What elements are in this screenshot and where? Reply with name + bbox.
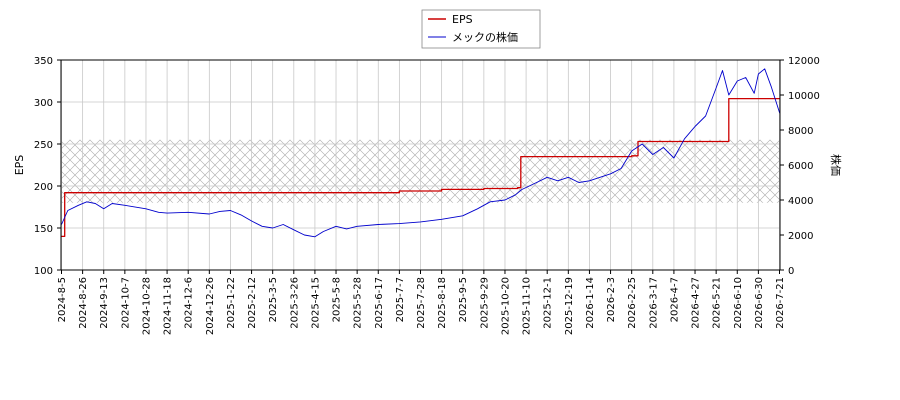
legend-label-eps: EPS [452,13,473,26]
right-tick-label: 2000 [788,231,813,242]
legend: EPS メックの株価 [421,9,541,49]
x-tick-label: 2026-3-17 [648,277,659,329]
right-tick-label: 6000 [788,161,813,172]
left-axis-title: EPS [13,155,26,176]
right-tick-label: 8000 [788,126,813,137]
x-tick-label: 2025-9-5 [458,277,469,322]
x-tick-label: 2026-6-10 [733,277,744,329]
x-tick-label: 2024-8-5 [57,277,68,322]
x-tick-label: 2026-4-27 [691,277,702,329]
x-tick-label: 2024-11-18 [163,277,174,335]
series-layer [61,68,780,238]
series-line-eps [61,97,780,238]
left-tick-label: 350 [34,56,53,67]
x-tick-label: 2025-9-29 [479,277,490,329]
x-tick-label: 2024-10-7 [120,277,131,329]
right-tick-label: 0 [788,266,794,277]
x-tick-label: 2025-7-7 [395,277,406,322]
x-tick-label: 2025-12-19 [564,277,575,335]
left-tick-label: 300 [34,98,53,109]
x-tick-label: 2026-5-21 [712,277,723,329]
x-tick-label: 2025-10-20 [500,277,511,335]
right-tick-label: 4000 [788,196,813,207]
x-tick-label: 2025-8-18 [437,277,448,329]
x-tick-label: 2025-6-17 [374,277,385,329]
axis-ticks: 2024-8-5 2024-8-26 2024-9-13 2024-10-7 2024-… [34,56,820,335]
series-line-stock-price [61,68,780,238]
left-tick-label: 100 [34,266,53,277]
left-tick-label: 250 [34,140,53,151]
x-tick-label: 2024-10-28 [141,277,152,335]
x-tick-label: 2025-12-1 [543,277,554,329]
x-tick-label: 2026-6-30 [754,277,765,329]
legend-box [421,9,541,49]
right-tick-label: 12000 [788,56,820,67]
left-tick-label: 200 [34,182,53,193]
x-tick-label: 2025-1-22 [226,277,237,329]
x-tick-label: 2025-3-5 [268,277,279,322]
x-tick-label: 2026-2-3 [606,277,617,322]
x-tick-label: 2024-12-6 [184,277,195,329]
right-tick-label: 10000 [788,91,820,102]
x-tick-label: 2025-11-10 [522,277,533,335]
x-tick-label: 2026-7-21 [775,277,786,329]
x-tick-label: 2025-3-26 [289,277,300,329]
left-tick-label: 150 [34,224,53,235]
x-tick-label: 2025-5-28 [353,277,364,329]
right-axis-title: 株価 [829,154,843,176]
x-tick-label: 2025-4-15 [310,277,321,329]
x-tick-label: 2024-9-13 [99,277,110,329]
legend-label-stock-price: メックの株価 [452,30,518,44]
x-tick-label: 2024-12-26 [205,277,216,335]
x-tick-label: 2025-5-8 [332,277,343,322]
x-tick-label: 2026-2-25 [627,277,638,329]
x-tick-label: 2026-4-7 [669,277,680,322]
x-tick-label: 2025-7-28 [416,277,427,329]
x-tick-label: 2026-1-14 [585,277,596,329]
x-tick-label: 2024-8-26 [78,277,89,329]
x-tick-label: 2025-2-12 [247,277,258,329]
